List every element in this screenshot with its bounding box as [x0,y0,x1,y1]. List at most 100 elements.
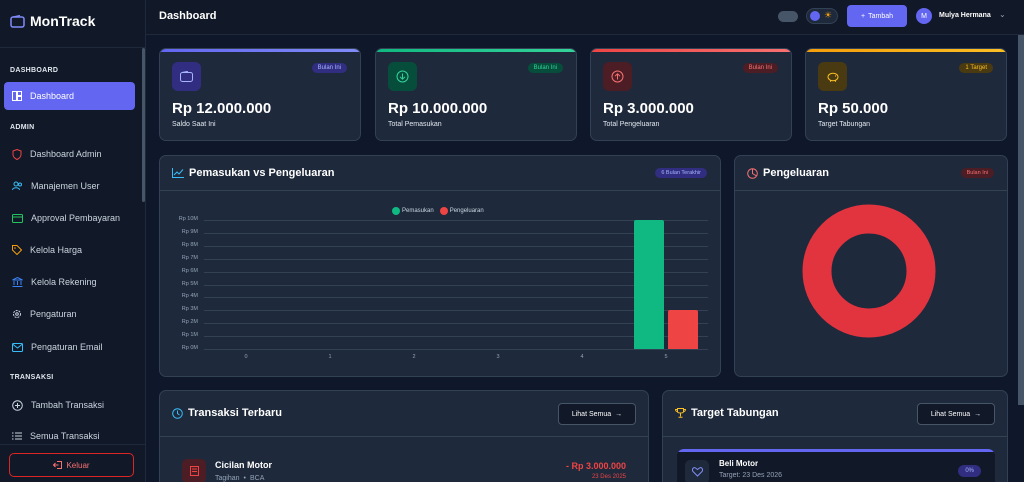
sidebar-item-pengaturan-email[interactable]: Pengaturan Email [4,333,135,361]
panel-title: Target Tabungan [675,407,779,419]
brand-logo[interactable]: MonTrack [10,13,95,29]
receipt-icon [182,459,206,482]
card-label: Saldo Saat Ini [172,121,216,128]
page-scrollbar[interactable] [1018,35,1024,405]
x-tick-label: 5 [664,354,668,360]
grid-line [204,220,708,221]
panel-title-text: Transaksi Terbaru [188,407,282,419]
doughnut-slice[interactable] [802,204,936,338]
sidebar-scrollbar[interactable] [142,48,145,202]
sidebar-item-label: Manajemen User [31,181,100,191]
legend-item[interactable]: Pemasukan [392,207,434,215]
panel-header [663,391,1007,437]
x-tick-label: 3 [496,354,500,360]
theme-toggle[interactable]: ☀ [806,8,838,24]
sidebar-item-dashboard-admin[interactable]: Dashboard Admin [4,140,135,168]
sidebar-item-manajemen-user[interactable]: Manajemen User [4,172,135,200]
panel-badge: Bulan Ini [960,168,994,178]
panel-title: Transaksi Terbaru [172,407,282,419]
sidebar-item-kelola-harga[interactable]: Kelola Harga [4,236,135,264]
transaction-name: Cicilan Motor [215,460,273,470]
toggle-knob [810,11,820,21]
sidebar-item-tambah-transaksi[interactable]: Tambah Transaksi [4,391,135,419]
logout-icon [53,461,63,469]
sidebar-item-pengaturan[interactable]: Pengaturan [4,300,135,328]
wallet-icon [172,62,201,91]
user-name[interactable]: Mulya Hermana [939,12,991,19]
chevron-down-icon[interactable]: ⌄ [999,10,1006,19]
transaction-category: Tagihan [215,475,240,482]
sidebar-item-label: Kelola Rekening [31,277,97,287]
sidebar: MonTrack DASHBOARD Dashboard ADMIN Dashb… [0,0,146,482]
list-icon [12,432,22,440]
bar-pengeluaran[interactable] [668,310,698,349]
y-tick-label: Rp 7M [181,254,198,261]
dashboard-grid-icon [12,91,22,101]
sidebar-item-label: Dashboard [30,91,75,101]
shield-icon [12,148,22,160]
y-tick-label: Rp 3M [181,306,198,313]
grid-line [204,284,708,286]
legend-swatch [439,207,448,215]
card-pengeluaran: Bulan Ini Rp 3.000.000 Total Pengeluaran [590,48,792,141]
card-label: Target Tabungan [818,121,871,128]
card-value: Rp 10.000.000 [388,100,488,117]
piggy-bank-icon [818,62,847,91]
savings-target-panel: Target Tabungan Lihat Semua → Beli Motor… [662,390,1008,482]
grid-line [204,271,708,273]
y-tick-label: Rp 0M [181,345,198,351]
grid-line [204,336,708,338]
card-accent-bar [591,49,791,52]
card-accent-bar [376,49,576,52]
panel-title-text: Pemasukan vs Pengeluaran [189,167,335,179]
see-all-label: Lihat Semua [571,410,612,418]
sidebar-item-semua-transaksi[interactable]: Semua Transaksi [4,422,135,450]
arrow-down-circle-icon [388,62,417,91]
x-tick-label: 0 [244,354,248,360]
card-badge: Bulan Ini [742,63,778,73]
card-value: Rp 12.000.000 [172,100,272,117]
panel-title-text: Target Tabungan [691,407,779,419]
sidebar-item-label: Dashboard Admin [30,149,102,159]
savings-accent-bar [677,449,995,452]
savings-percent: 0% [958,465,981,477]
sidebar-item-kelola-rekening[interactable]: Kelola Rekening [4,268,135,296]
mail-icon [12,342,23,352]
logout-label: Keluar [66,460,90,470]
tag-icon [12,245,22,255]
sidebar-item-approval-pembayaran[interactable]: Approval Pembayaran [4,204,135,232]
plus-circle-icon [12,399,23,411]
see-all-label: Lihat Semua [930,410,971,418]
avatar[interactable]: M [916,8,932,24]
card-value: Rp 3.000.000 [603,100,694,117]
grid-line [204,310,708,312]
see-all-savings-button[interactable]: Lihat Semua → [917,403,995,425]
x-tick-label: 2 [412,354,416,360]
gear-icon [13,310,21,318]
sidebar-item-label: Kelola Harga [30,245,83,255]
sidebar-toggle[interactable] [778,11,798,22]
transaction-amount: - Rp 3.000.000 [565,461,626,471]
transaction-date: 23 Des 2025 [591,474,626,480]
trophy-icon [675,408,686,418]
clock-icon [172,407,183,419]
card-label: Total Pemasukan [388,121,442,128]
sidebar-item-dashboard[interactable]: Dashboard [4,82,135,110]
legend-item[interactable]: Pengeluaran [439,207,484,215]
plus-icon: + [861,12,866,20]
bar-pemasukan[interactable] [634,220,664,349]
chart-legend: Pemasukan Pengeluaran [392,207,484,215]
savings-item[interactable]: Beli Motor Target: 23 Des 2026 0% [677,449,995,482]
line-chart-icon [172,168,184,178]
see-all-transactions-button[interactable]: Lihat Semua → [558,403,636,425]
logout-button[interactable]: Keluar [9,453,134,477]
add-button[interactable]: + Tambah [847,5,907,27]
section-admin-label: ADMIN [10,124,35,131]
y-tick-label: Rp 1M [181,332,198,339]
section-transaksi-label: TRANSAKSI [10,374,54,381]
panel-title-text: Pengeluaran [763,167,830,179]
page-title: Dashboard [159,10,217,22]
card-accent-bar [160,49,360,52]
recent-transactions-panel: Transaksi Terbaru Lihat Semua → Cicilan … [159,390,649,482]
